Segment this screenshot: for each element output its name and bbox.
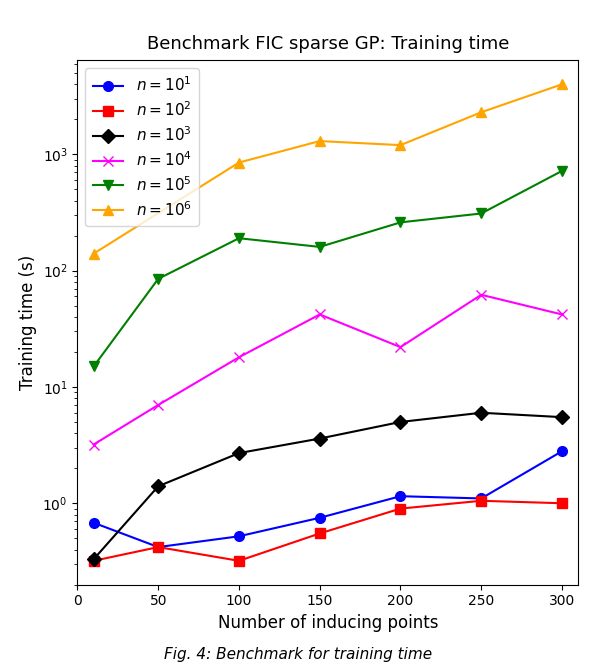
$n = 10^3$: [90, 555, 97, 563]
$n = 10^5$: [316, 243, 323, 251]
$n = 10^2$: [477, 497, 485, 505]
$n = 10^1$: [316, 514, 323, 522]
$n = 10^5$: [154, 275, 162, 283]
$n = 10^1$: [477, 495, 485, 503]
Line: $n = 10^4$: $n = 10^4$: [89, 290, 567, 450]
$n = 10^2$: [316, 530, 323, 538]
$n = 10^5$: [397, 218, 404, 226]
$n = 10^6$: [558, 80, 566, 88]
X-axis label: Number of inducing points: Number of inducing points: [218, 614, 438, 632]
$n = 10^4$: [397, 343, 404, 351]
$n = 10^6$: [316, 137, 323, 145]
$n = 10^1$: [397, 492, 404, 500]
$n = 10^4$: [477, 291, 485, 299]
$n = 10^6$: [235, 159, 243, 167]
$n = 10^5$: [235, 234, 243, 242]
Line: $n = 10^1$: $n = 10^1$: [89, 446, 567, 552]
Text: Fig. 4: Benchmark for training time: Fig. 4: Benchmark for training time: [164, 646, 432, 661]
$n = 10^4$: [558, 310, 566, 319]
$n = 10^1$: [90, 519, 97, 527]
Line: $n = 10^2$: $n = 10^2$: [89, 496, 567, 566]
$n = 10^6$: [477, 108, 485, 116]
$n = 10^4$: [154, 401, 162, 409]
$n = 10^4$: [90, 440, 97, 448]
$n = 10^2$: [235, 557, 243, 565]
$n = 10^6$: [90, 249, 97, 257]
$n = 10^1$: [235, 532, 243, 540]
$n = 10^6$: [397, 141, 404, 149]
$n = 10^3$: [397, 418, 404, 426]
$n = 10^3$: [477, 409, 485, 417]
Y-axis label: Training time (s): Training time (s): [19, 255, 37, 390]
Legend: $n = 10^1$, $n = 10^2$, $n = 10^3$, $n = 10^4$, $n = 10^5$, $n = 10^6$: $n = 10^1$, $n = 10^2$, $n = 10^3$, $n =…: [85, 68, 199, 226]
Line: $n = 10^5$: $n = 10^5$: [89, 166, 567, 372]
$n = 10^4$: [235, 353, 243, 362]
$n = 10^2$: [397, 505, 404, 513]
$n = 10^2$: [90, 557, 97, 565]
$n = 10^5$: [558, 167, 566, 175]
$n = 10^1$: [558, 448, 566, 456]
Line: $n = 10^6$: $n = 10^6$: [89, 79, 567, 259]
$n = 10^5$: [477, 210, 485, 218]
$n = 10^5$: [90, 362, 97, 370]
Line: $n = 10^3$: $n = 10^3$: [89, 408, 567, 564]
$n = 10^3$: [154, 482, 162, 491]
$n = 10^4$: [316, 310, 323, 319]
$n = 10^3$: [558, 413, 566, 421]
$n = 10^2$: [154, 543, 162, 551]
Title: Benchmark FIC sparse GP: Training time: Benchmark FIC sparse GP: Training time: [147, 36, 509, 53]
$n = 10^3$: [235, 449, 243, 457]
$n = 10^3$: [316, 435, 323, 443]
$n = 10^1$: [154, 543, 162, 551]
$n = 10^2$: [558, 499, 566, 507]
